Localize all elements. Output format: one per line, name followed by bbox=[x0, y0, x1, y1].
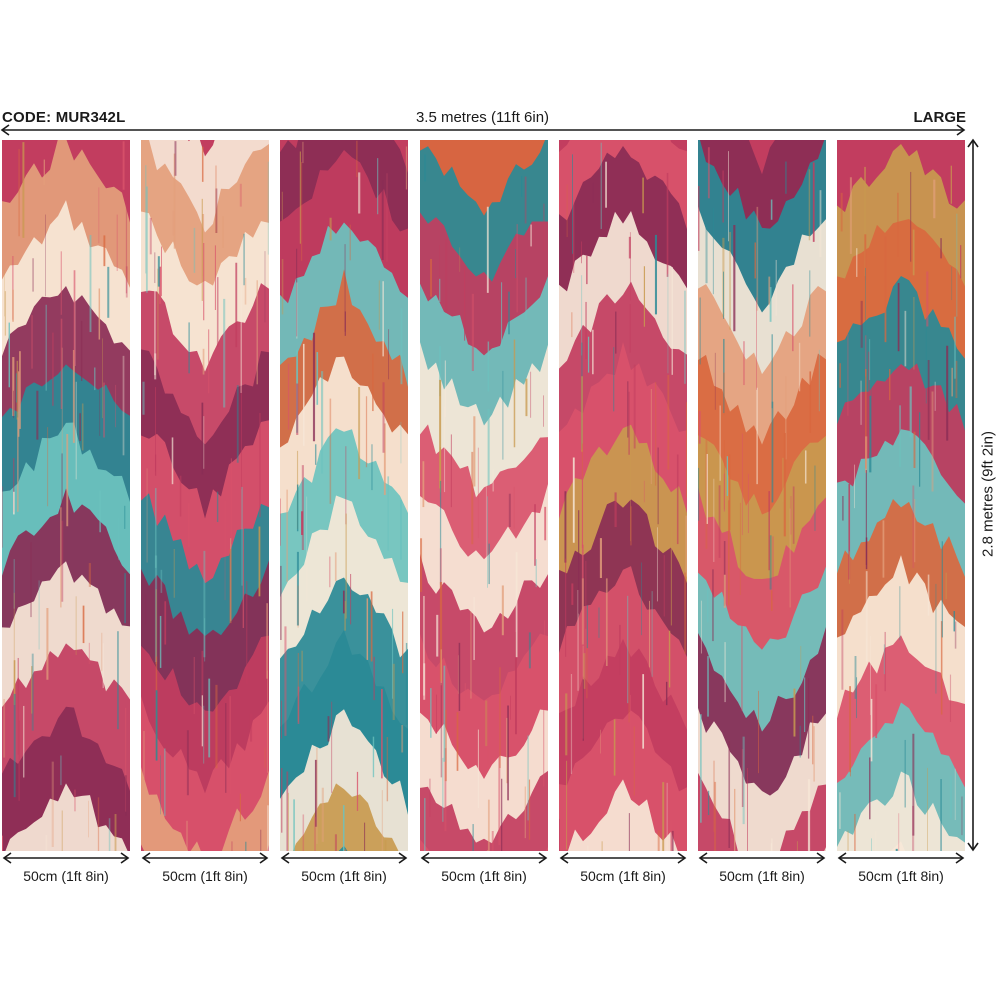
panel-width-arrow bbox=[2, 852, 130, 864]
mural-panel-3 bbox=[280, 140, 408, 851]
panel-width-arrow bbox=[280, 852, 408, 864]
panel-width-label: 50cm (1ft 8in) bbox=[441, 868, 527, 884]
panel-width-label: 50cm (1ft 8in) bbox=[162, 868, 248, 884]
ikat-pattern bbox=[559, 140, 687, 851]
mural-panel-5 bbox=[559, 140, 687, 851]
mural-panel-1 bbox=[2, 140, 130, 851]
total-width-arrow bbox=[0, 124, 966, 136]
ikat-pattern bbox=[698, 140, 826, 851]
total-height-arrow bbox=[967, 138, 979, 852]
panel-width-arrow bbox=[420, 852, 548, 864]
ikat-pattern bbox=[141, 140, 269, 851]
panel-width-label: 50cm (1ft 8in) bbox=[23, 868, 109, 884]
panel-width-label: 50cm (1ft 8in) bbox=[301, 868, 387, 884]
total-height-label: 2.8 metres (9ft 2in) bbox=[979, 431, 997, 557]
panel-width-arrow bbox=[837, 852, 965, 864]
mural-panel-4 bbox=[420, 140, 548, 851]
ikat-pattern bbox=[280, 140, 408, 851]
ikat-pattern bbox=[837, 140, 965, 851]
ikat-pattern bbox=[420, 140, 548, 851]
mural-panel-2 bbox=[141, 140, 269, 851]
ikat-pattern bbox=[2, 140, 130, 851]
panel-width-arrow bbox=[559, 852, 687, 864]
panel-width-label: 50cm (1ft 8in) bbox=[719, 868, 805, 884]
product-code: CODE: MUR342L bbox=[2, 109, 126, 126]
panel-width-arrow bbox=[698, 852, 826, 864]
mural-panel-7 bbox=[837, 140, 965, 851]
panel-width-label: 50cm (1ft 8in) bbox=[858, 868, 944, 884]
panel-width-arrow bbox=[141, 852, 269, 864]
mural-panel-6 bbox=[698, 140, 826, 851]
panel-width-label: 50cm (1ft 8in) bbox=[580, 868, 666, 884]
size-label: LARGE bbox=[913, 109, 967, 126]
